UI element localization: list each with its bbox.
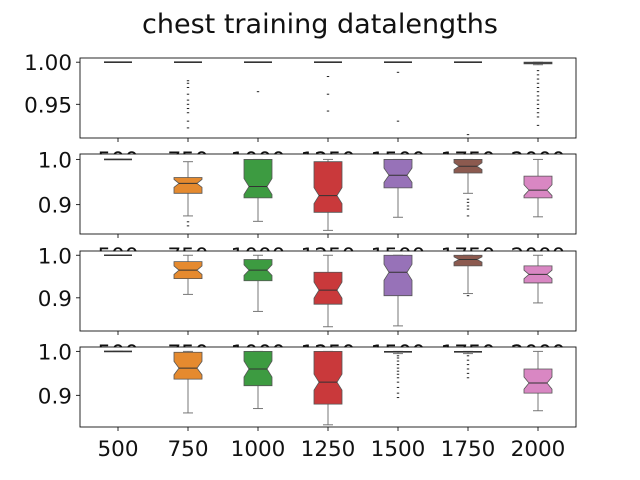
box-body xyxy=(383,254,413,297)
xtick-label: 1500 xyxy=(371,437,426,462)
box-body xyxy=(173,351,203,380)
ytick-label: 1.0 xyxy=(38,340,72,365)
box-1500 xyxy=(384,61,412,122)
box-body xyxy=(243,159,273,199)
box-750 xyxy=(173,350,203,414)
ytick-label: 1.00 xyxy=(24,51,72,76)
ytick-label: 0.9 xyxy=(38,194,72,219)
xtick-label: 2000 xyxy=(511,437,566,462)
ytick-label: 1.0 xyxy=(38,148,72,173)
plot-area xyxy=(104,61,553,136)
box-2000 xyxy=(523,254,553,304)
box-1000 xyxy=(243,254,273,312)
xtick-label: 1250 xyxy=(301,437,356,462)
plot-area xyxy=(104,254,553,328)
box-body xyxy=(173,177,203,194)
box-750 xyxy=(173,161,203,227)
ytick-label: 1.0 xyxy=(38,244,72,269)
xtick-label: 750 xyxy=(167,437,208,462)
box-1500 xyxy=(383,254,413,327)
box-2000 xyxy=(523,158,553,218)
box-1250 xyxy=(313,350,343,426)
box-1000 xyxy=(243,350,273,410)
xtick-label: 500 xyxy=(97,437,138,462)
box-1750 xyxy=(453,254,483,297)
box-1750 xyxy=(453,158,483,217)
box-2000 xyxy=(523,350,553,412)
box-body xyxy=(313,161,343,213)
xtick-label: 1750 xyxy=(441,437,496,462)
ytick-label: 0.9 xyxy=(38,384,72,409)
box-1250 xyxy=(314,61,342,112)
box-1250 xyxy=(313,158,343,231)
box-body xyxy=(313,271,343,305)
panels: 0.95 1.00 500 750 1000 1250 1500 1750 2000 0.9 1.0… xyxy=(24,51,577,462)
box-body xyxy=(313,350,343,405)
plot-area xyxy=(104,350,553,426)
xtick-label: 1000 xyxy=(231,437,286,462)
box-1250 xyxy=(313,254,343,328)
box-1500 xyxy=(384,350,412,399)
figure-title: chest training datalengths xyxy=(142,9,498,40)
box-body xyxy=(523,175,553,199)
subplot-4: 0.9 1.0 500 750 1000 1250 1500 1750 2000 xyxy=(38,340,577,462)
axes-frame xyxy=(79,57,577,139)
box-body xyxy=(523,368,553,394)
box-1000 xyxy=(244,61,272,93)
plot-area xyxy=(104,158,553,231)
ytick-label: 0.95 xyxy=(24,93,72,118)
box-750 xyxy=(174,61,202,129)
box-1750 xyxy=(454,61,482,136)
box-750 xyxy=(173,254,203,295)
box-1750 xyxy=(454,350,482,379)
box-body xyxy=(453,254,483,267)
ytick-label: 0.9 xyxy=(38,287,72,312)
box-1000 xyxy=(243,158,273,222)
box-body xyxy=(383,159,413,189)
box-1500 xyxy=(383,158,413,218)
box-2000 xyxy=(523,61,553,126)
